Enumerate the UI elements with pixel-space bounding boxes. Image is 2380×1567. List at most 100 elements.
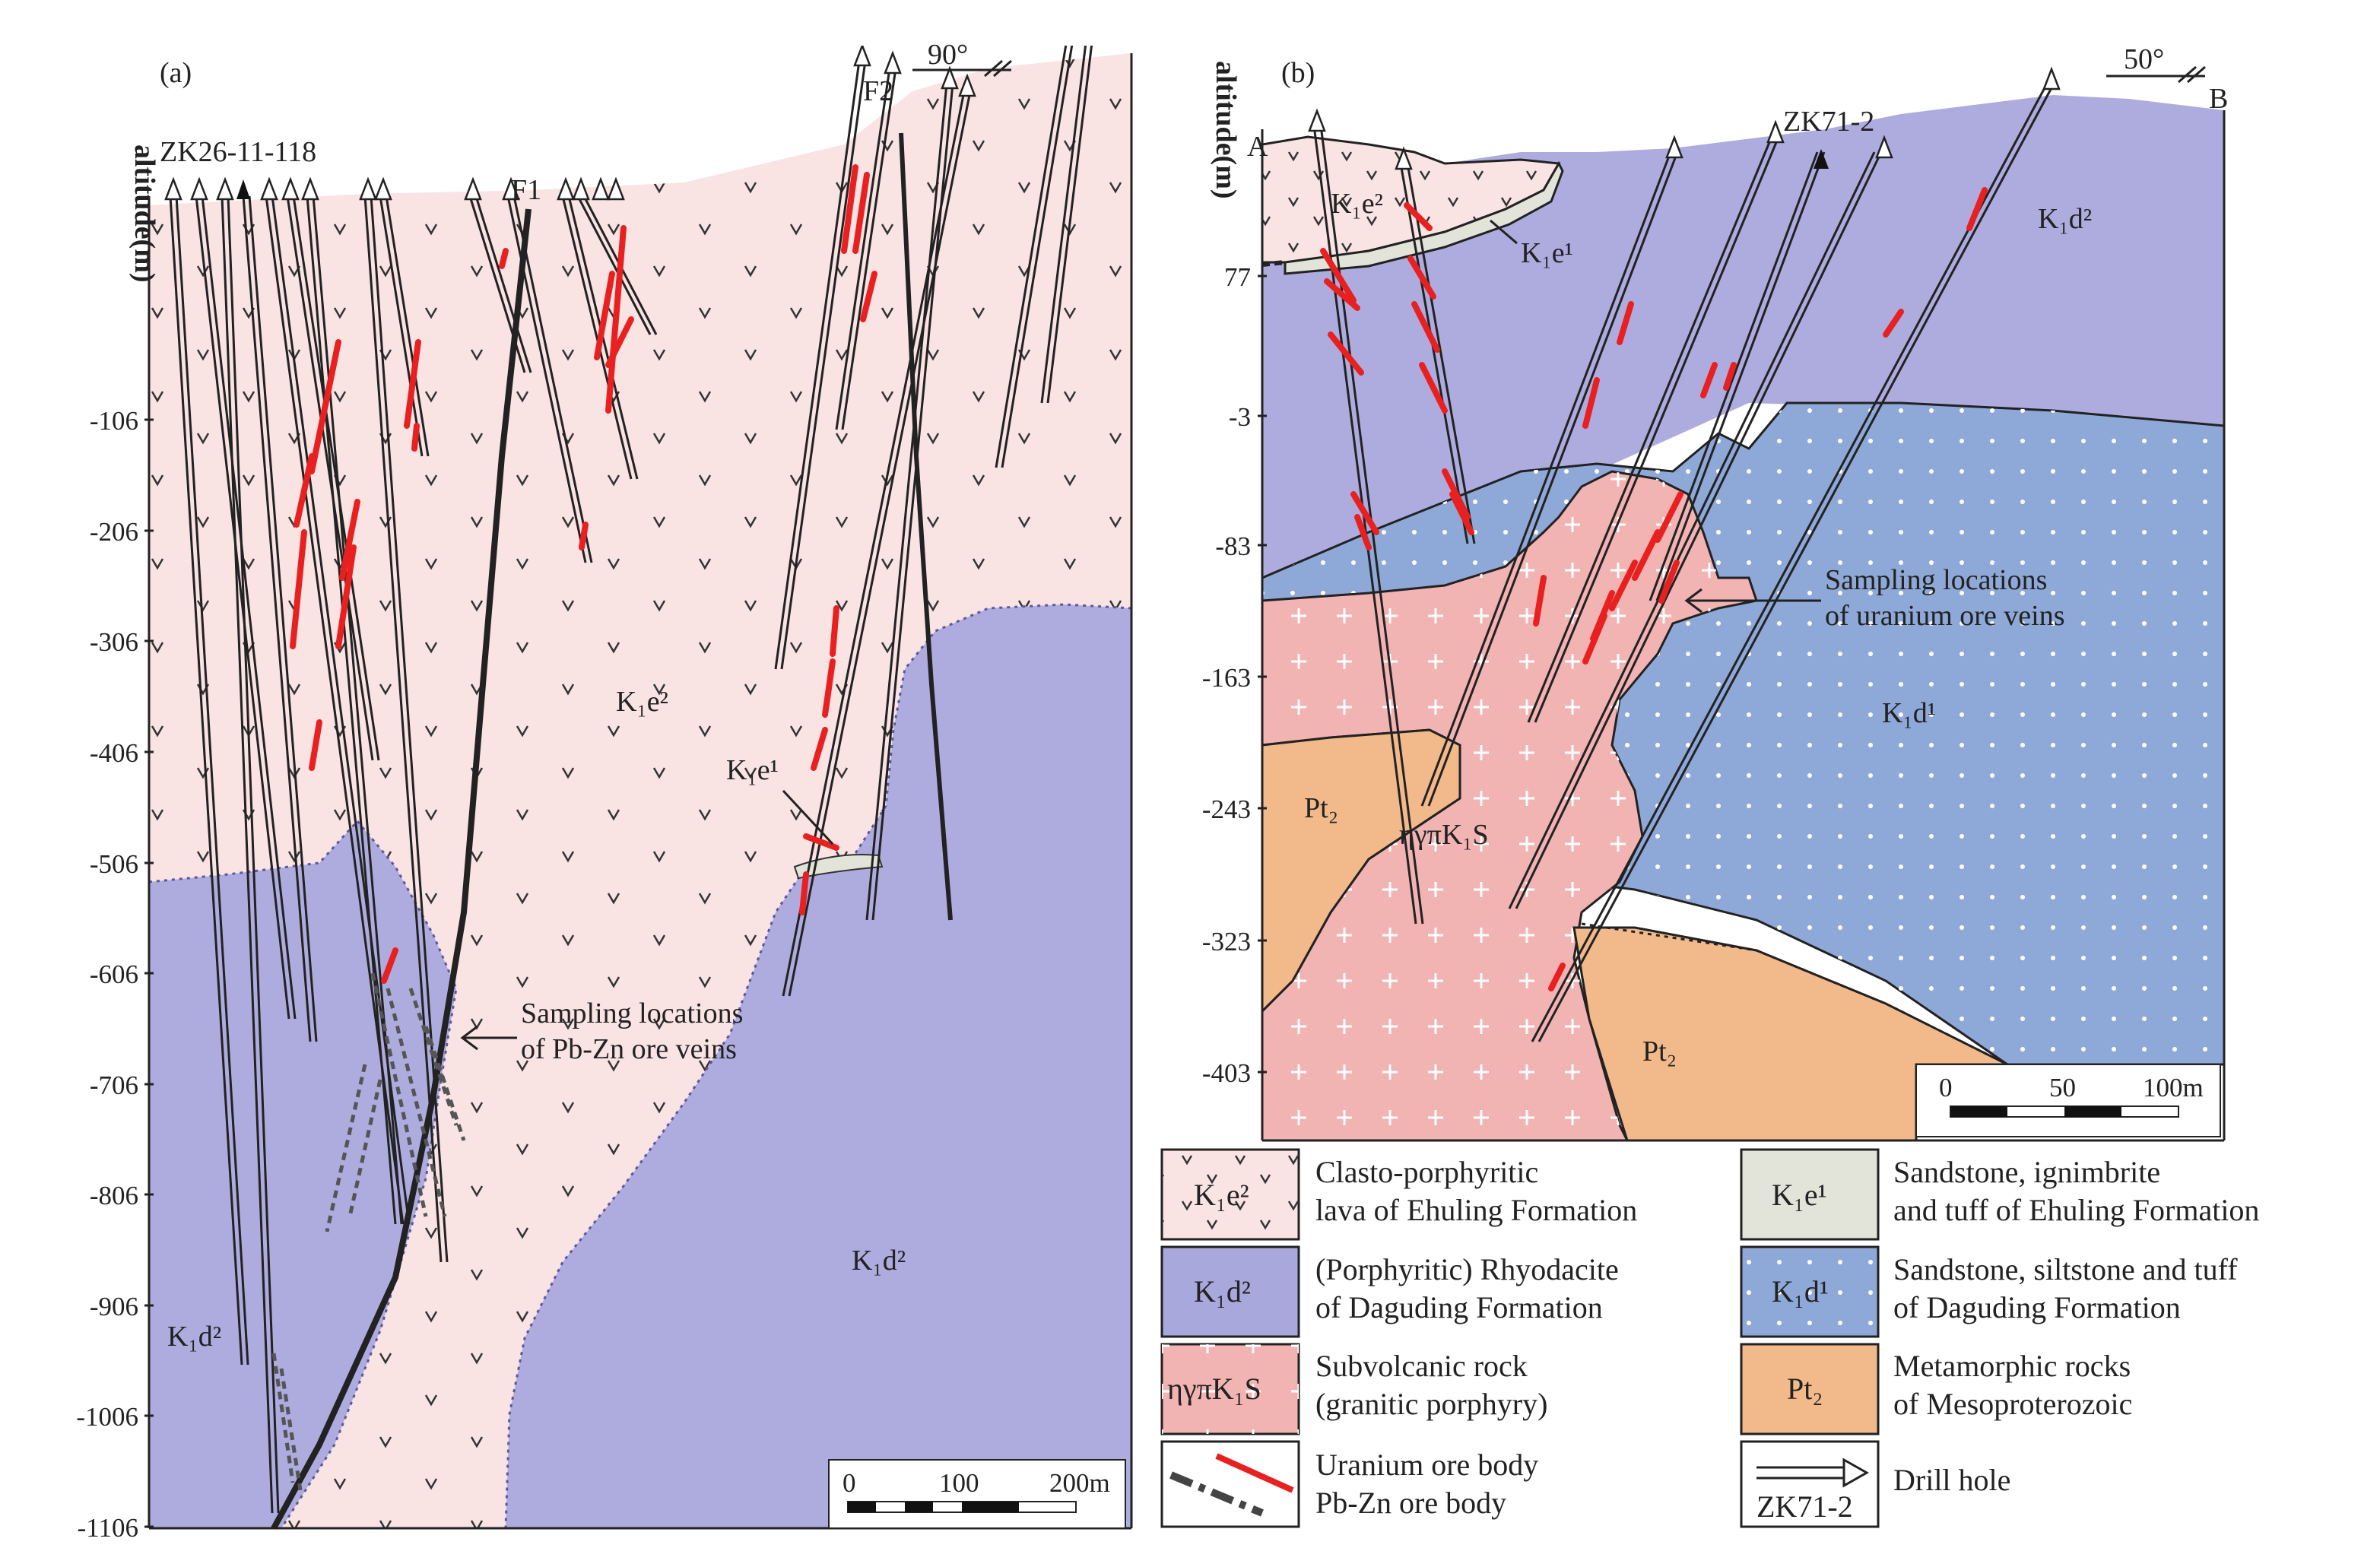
legend-item-k1e2: K₁e² Clasto-porphyritic lava of Ehuling …: [1160, 1148, 1637, 1241]
svg-text:Sampling locations: Sampling locations: [521, 998, 743, 1029]
svg-text:(Porphyritic) Rhyodacite: (Porphyritic) Rhyodacite: [1315, 1252, 1619, 1286]
unit-k1e2-b: K₁e²: [1331, 188, 1383, 220]
svg-text:Uranium ore body: Uranium ore body: [1315, 1448, 1538, 1482]
unit-k1e2-a: K₁e²: [616, 686, 668, 718]
tick-b-6: -403: [1202, 1058, 1251, 1088]
tick-a-6: -706: [90, 1071, 138, 1100]
svg-text:Pb-Zn ore body: Pb-Zn ore body: [1315, 1486, 1506, 1520]
svg-text:90°: 90°: [928, 39, 968, 71]
svg-text:ηγπK₁S: ηγπK₁S: [1167, 1372, 1261, 1406]
panel-b: 77 -3 -83 -163 -243 -323 -403 (b) altitu…: [1202, 43, 2228, 1142]
panel-a: -106 -206 -306 -406 -506 -606 -706 -806 …: [76, 39, 1133, 1543]
drill-holes-b: [1312, 83, 2055, 1042]
unit-k1d1-b: K₁d¹: [1882, 697, 1936, 729]
unit-k1d2-left: K₁d²: [167, 1321, 221, 1353]
tick-marks-a: [144, 418, 154, 1528]
unit-k1e1-b: K₁e¹: [1521, 237, 1573, 269]
tick-a-0: -106: [90, 406, 138, 436]
fault-f2: [899, 132, 953, 921]
drill-hole-tops-a: [164, 46, 976, 201]
tick-a-3: -406: [90, 738, 138, 768]
unit-k1d2-right: K₁d²: [852, 1245, 906, 1277]
sampling-note-b: Sampling locations of uranium ore veins: [1684, 564, 2065, 632]
legend-item-drill-hole: ZK71-2 Drill hole: [1740, 1440, 2010, 1528]
tick-b-4: -243: [1202, 795, 1251, 824]
legend-item-k1e1: K₁e¹ Sandstone, ignimbrite and tuff of E…: [1740, 1148, 2259, 1241]
svg-text:200m: 200m: [1049, 1468, 1110, 1498]
legend-item-k1d2: K₁d² (Porphyritic) Rhyodacite of Dagudin…: [1160, 1245, 1619, 1338]
end-label-b: B: [2209, 83, 2228, 115]
svg-text:K₁e¹: K₁e¹: [1772, 1178, 1827, 1212]
uranium-ore-bodies-b: [1320, 187, 1988, 991]
legend-item-pt2: Pt₂ Metamorphic rocks of Mesoproterozoic: [1740, 1343, 2132, 1435]
tick-b-3: -163: [1202, 663, 1251, 693]
fault-label-f1: F1: [511, 174, 541, 206]
legend: K₁e² Clasto-porphyritic lava of Ehuling …: [1160, 1148, 2259, 1528]
svg-text:of Daguding Formation: of Daguding Formation: [1315, 1290, 1603, 1324]
tick-a-2: -306: [90, 627, 138, 657]
k1e1-pointer-b: [1490, 219, 1518, 245]
pt2-left-region: [1262, 728, 1461, 1013]
svg-text:K₁d²: K₁d²: [1194, 1274, 1251, 1308]
tick-a-8: -906: [90, 1292, 138, 1321]
svg-text:Subvolcanic rock: Subvolcanic rock: [1315, 1349, 1528, 1383]
svg-text:100: 100: [939, 1468, 979, 1498]
svg-text:of Mesoproterozoic: of Mesoproterozoic: [1893, 1387, 2132, 1421]
svg-text:Sandstone, siltstone and tuff: Sandstone, siltstone and tuff: [1893, 1252, 2238, 1286]
sampling-note-a: Sampling locations of Pb-Zn ore veins: [460, 998, 743, 1065]
end-label-a: A: [1247, 131, 1268, 163]
svg-text:K₁d¹: K₁d¹: [1772, 1274, 1829, 1308]
k1d2-right-region: [504, 603, 1131, 1530]
tick-a-5: -606: [90, 960, 138, 989]
k1e1-pointer-a: [782, 789, 834, 845]
drill-label-b: ZK71-2: [1783, 106, 1874, 138]
zk71-marker: [1814, 149, 1829, 169]
tick-a-7: -806: [90, 1181, 138, 1210]
unit-intrusion-b: ηγπK₁S: [1399, 819, 1489, 851]
svg-text:and tuff of Ehuling Formation: and tuff of Ehuling Formation: [1893, 1193, 2259, 1227]
legend-item-intrusion: ηγπK₁S Subvolcanic rock (granitic porphy…: [1160, 1343, 1547, 1435]
svg-text:Pt₂: Pt₂: [1787, 1372, 1823, 1406]
svg-text:of Pb-Zn ore veins: of Pb-Zn ore veins: [521, 1033, 737, 1065]
panel-b-tag: (b): [1281, 57, 1315, 89]
tick-a-4: -506: [90, 849, 138, 879]
orientation-a: 90°: [912, 39, 1012, 78]
tick-b-0: 77: [1224, 262, 1251, 292]
svg-text:lava of Ehuling Formation: lava of Ehuling Formation: [1315, 1193, 1637, 1227]
svg-text:K₁e²: K₁e²: [1194, 1178, 1249, 1212]
svg-text:100m: 100m: [2143, 1073, 2204, 1102]
altitude-label-b: altitude(m): [1210, 61, 1242, 199]
zk26-marker: [236, 179, 250, 199]
svg-text:Sandstone, ignimbrite: Sandstone, ignimbrite: [1893, 1155, 2160, 1189]
unit-k1d2-b: K₁d²: [2038, 203, 2092, 235]
legend-item-k1d1: K₁d¹ Sandstone, siltstone and tuff of Da…: [1740, 1245, 2238, 1338]
scale-bar-a: 0 100 200m: [828, 1459, 1126, 1529]
scale-bar-b: 0 50 100m: [1915, 1064, 2221, 1137]
tick-b-2: -83: [1215, 531, 1251, 561]
svg-text:(granitic porphyry): (granitic porphyry): [1315, 1387, 1547, 1421]
svg-text:of uranium ore veins: of uranium ore veins: [1825, 600, 2065, 632]
unit-k1e1-a: K₁e¹: [726, 754, 779, 786]
panel-a-tag: (a): [160, 57, 192, 89]
tick-a-10: -1106: [78, 1513, 138, 1543]
drill-holes-a: [169, 46, 1093, 1514]
svg-text:ZK71-2: ZK71-2: [1756, 1489, 1853, 1524]
svg-text:Sampling locations: Sampling locations: [1825, 564, 2047, 596]
svg-text:0: 0: [1939, 1073, 1953, 1102]
fault-label-f2: F2: [863, 75, 893, 107]
altitude-label-a: altitude(m): [129, 144, 160, 283]
svg-text:0: 0: [843, 1468, 856, 1498]
tick-a-9: -1006: [76, 1402, 138, 1432]
svg-text:Drill hole: Drill hole: [1893, 1463, 2010, 1497]
orientation-b: 50°: [2106, 43, 2206, 84]
unit-pt2-left: Pt₂: [1304, 792, 1338, 824]
drill-hole-tops-b: [1308, 66, 2061, 170]
tick-b-5: -323: [1202, 927, 1251, 956]
pbzn-ore-bodies-a: [271, 972, 466, 1491]
tick-b-1: -3: [1229, 402, 1251, 432]
legend-item-ore-bodies: Uranium ore body Pb-Zn ore body: [1160, 1440, 1538, 1528]
svg-text:50°: 50°: [2124, 43, 2164, 75]
fault-f1: [271, 208, 532, 1530]
tick-marks-b: [1258, 274, 1267, 1074]
